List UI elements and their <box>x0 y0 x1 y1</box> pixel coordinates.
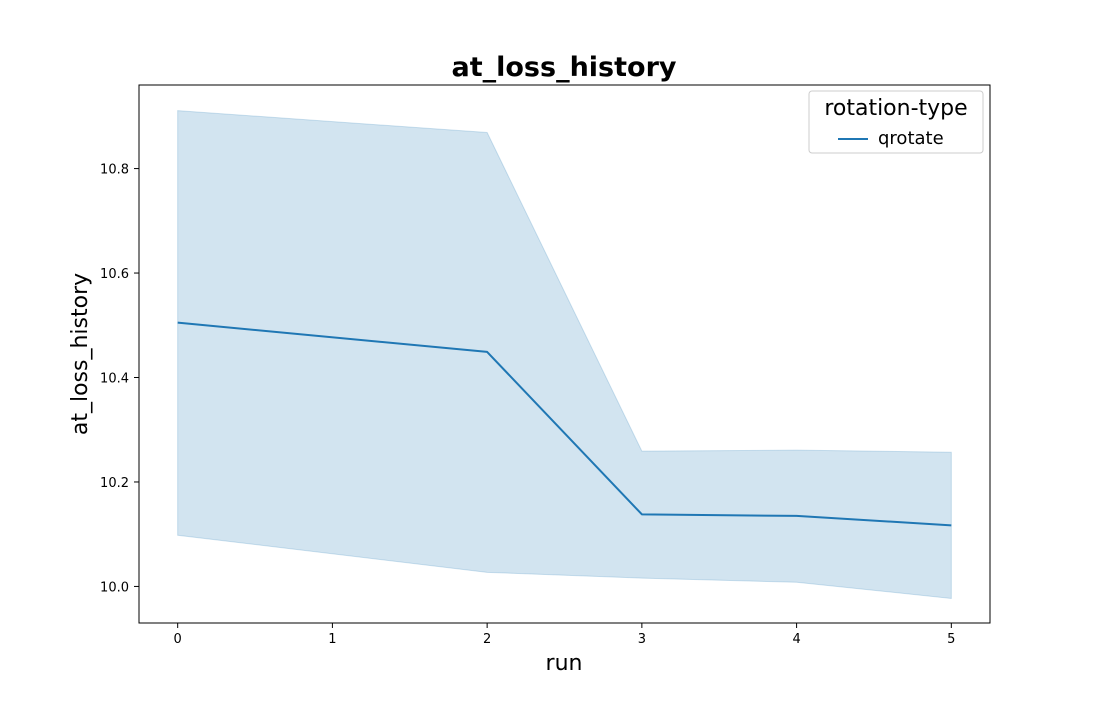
x-axis-label: run <box>546 651 583 676</box>
x-tick-label: 0 <box>174 632 182 647</box>
x-axis-ticks: 0 1 2 3 4 5 <box>174 623 956 647</box>
legend-title: rotation-type <box>824 96 967 121</box>
x-tick-label: 3 <box>638 632 646 647</box>
x-tick-label: 1 <box>328 632 336 647</box>
y-tick-label: 10.4 <box>100 372 129 387</box>
y-axis-label: at_loss_history <box>68 273 93 435</box>
x-tick-label: 2 <box>483 632 491 647</box>
y-axis-ticks: 10.0 10.2 10.4 10.6 10.8 <box>100 163 139 596</box>
x-tick-label: 4 <box>792 632 800 647</box>
legend: rotation-type qrotate <box>809 91 983 153</box>
y-tick-label: 10.0 <box>100 580 129 595</box>
confidence-band-layer <box>178 111 952 599</box>
confidence-band-qrotate <box>178 111 952 599</box>
y-tick-label: 10.2 <box>100 476 129 491</box>
y-tick-label: 10.6 <box>100 267 129 282</box>
chart-title: at_loss_history <box>452 52 677 83</box>
legend-label-qrotate: qrotate <box>878 128 944 149</box>
y-tick-label: 10.8 <box>100 163 129 178</box>
x-tick-label: 5 <box>947 632 955 647</box>
